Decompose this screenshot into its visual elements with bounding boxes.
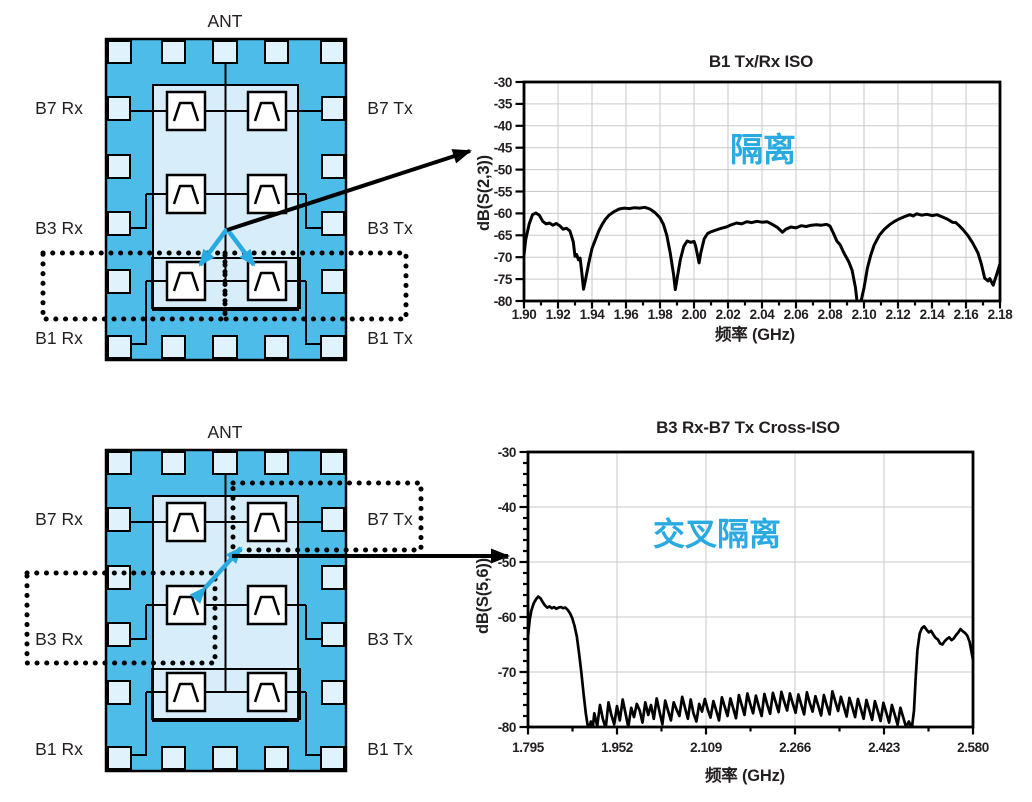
x-axis-title-top: 频率 (GHz) (715, 324, 795, 344)
x-tick-label: 2.580 (957, 740, 989, 755)
y-tick-label: -75 (494, 272, 513, 287)
x-tick-label: 2.08 (818, 307, 844, 322)
x-tick-label: 2.12 (886, 307, 911, 322)
annotation-isolation: 隔离 (730, 131, 796, 168)
cyan-arrow-to-b1rx-filter (198, 227, 229, 267)
y-tick-label: -60 (494, 206, 512, 221)
port-label-b1rx-top: B1 Rx (35, 328, 83, 348)
x-tick-label: 2.10 (852, 307, 877, 322)
port-label-b1tx-bottom: B1 Tx (367, 739, 413, 759)
x-tick-label: 1.92 (546, 307, 571, 322)
x-tick-label: 1.96 (614, 307, 640, 322)
x-axis-title-bottom: 频率 (GHz) (705, 765, 785, 785)
y-tick-label: -40 (498, 500, 516, 515)
y-tick-label: -60 (498, 610, 516, 625)
pointer-arrow-to-iso-chart (226, 149, 472, 232)
y-tick-label: -65 (494, 228, 513, 243)
dotted-box-b7tx (230, 480, 424, 553)
chart-b3rx-b7tx-cross-iso: 1.795 1.952 2.109 2.266 2.423 2.580 -30 -40 -50 -… (474, 418, 989, 785)
dotted-box-b1tx (222, 250, 409, 322)
port-label-b3rx-bottom: B3 Rx (35, 629, 83, 649)
y-tick-label: -50 (494, 162, 512, 177)
x-tick-label: 1.98 (648, 307, 674, 322)
plot-border (526, 450, 975, 729)
ant-label-bottom: ANT (208, 422, 243, 442)
x-tick-label: 2.423 (868, 740, 901, 755)
x-tick-label: 1.952 (601, 740, 633, 755)
y-tick-label: -30 (494, 75, 512, 90)
x-tick-label: 2.18 (988, 307, 1014, 322)
chip-diagram-top: ANT B7 Rx B3 Rx B1 Rx B7 Tx B3 Tx B1 Tx (35, 11, 413, 362)
y-tick-label: -80 (494, 294, 512, 309)
cyan-arrow-to-b1tx-filter (225, 227, 256, 267)
x-tick-label: 2.02 (716, 307, 741, 322)
dotted-box-b3rx (24, 570, 218, 666)
x-tick-label: 2.16 (954, 307, 980, 322)
x-tick-label: 2.06 (784, 307, 810, 322)
chart-title-b1-iso: B1 Tx/Rx ISO (709, 52, 813, 71)
chart-b1-txrx-iso: 1.90 1.92 1.94 1.96 1.98 2.00 2.02 2.04 2.06 2.08… (475, 52, 1014, 344)
port-label-b3tx-bottom: B3 Tx (367, 629, 413, 649)
y-tick-label: -80 (498, 720, 516, 735)
y-tick-label: -55 (494, 184, 513, 199)
y-tick-label: -45 (494, 141, 513, 156)
port-label-b3rx-top: B3 Rx (35, 218, 83, 238)
chart-title-cross-iso: B3 Rx-B7 Tx Cross-ISO (656, 418, 840, 437)
port-label-b1rx-bottom: B1 Rx (35, 739, 83, 759)
port-label-b3tx-top: B3 Tx (367, 218, 413, 238)
y-axis-title-bottom: dB(S(5,6)) (474, 558, 492, 634)
port-label-b7rx-bottom: B7 Rx (35, 509, 83, 529)
y-tick-label: -70 (494, 250, 512, 265)
measurement-curve (528, 595, 973, 727)
measurement-curve (524, 205, 1000, 301)
plot-border (522, 80, 1002, 303)
chip-diagram-bottom: ANT B7 Rx B3 Rx B1 Rx B7 Tx B3 Tx B1 Tx (35, 422, 413, 773)
y-tick-label: -40 (494, 119, 512, 134)
y-tick-label: -30 (498, 445, 516, 460)
annotation-cross-isolation: 交叉隔离 (653, 516, 781, 552)
x-tick-label: 1.90 (512, 307, 537, 322)
x-tick-label: 2.109 (690, 740, 722, 755)
dotted-box-b1rx (40, 250, 228, 322)
port-label-b7tx-bottom: B7 Tx (367, 509, 413, 529)
y-tick-label: -35 (494, 97, 513, 112)
highlight-overlay-bottom (24, 480, 510, 666)
x-tick-label: 2.04 (750, 307, 776, 322)
port-label-b7tx-top: B7 Tx (367, 98, 413, 118)
ant-label-top: ANT (208, 11, 243, 31)
x-tick-label: 2.00 (682, 307, 707, 322)
x-tick-label: 1.795 (512, 740, 545, 755)
x-tick-label: 1.94 (580, 307, 606, 322)
y-tick-label: -70 (498, 665, 516, 680)
y-axis-title-top: dB(S(2,3)) (475, 155, 493, 231)
x-tick-label: 2.266 (779, 740, 812, 755)
highlight-overlay-top (40, 149, 472, 322)
port-label-b1tx-top: B1 Tx (367, 328, 413, 348)
x-tick-label: 2.14 (920, 307, 946, 322)
y-tick-label: -50 (498, 555, 516, 570)
port-label-b7rx-top: B7 Rx (35, 98, 83, 118)
